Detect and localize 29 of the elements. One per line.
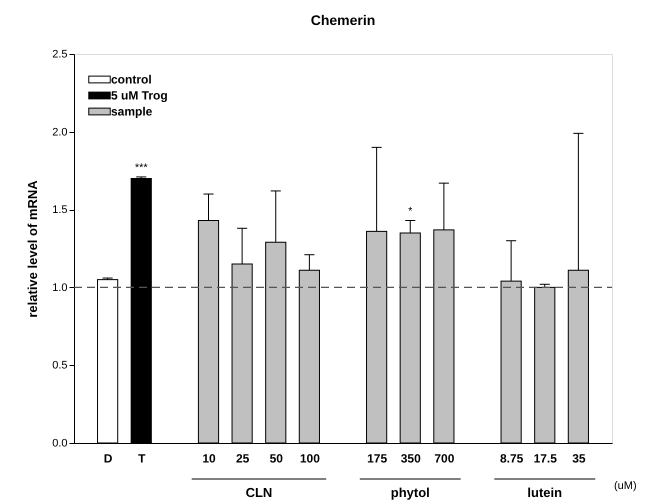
- x-tick-label: 25: [236, 452, 250, 466]
- text: lutein: [527, 485, 562, 500]
- x-tick-label: 35: [572, 452, 586, 466]
- x-tick-label: 350: [400, 452, 422, 466]
- y-tick-label: 2.5: [52, 48, 68, 60]
- x-tick-label: 10: [202, 452, 216, 466]
- chart-title: Chemerin: [310, 12, 376, 28]
- x-tick-label: T: [138, 452, 146, 466]
- legend-label: sample: [111, 104, 153, 118]
- x-tick-label: D: [104, 452, 113, 466]
- x-tick-label: 700: [434, 452, 455, 466]
- text: CLN: [246, 485, 272, 500]
- y-tick-label: 1.0: [52, 282, 68, 294]
- y-tick-label: 0.0: [52, 438, 68, 450]
- x-tick-label: 8.75: [500, 452, 524, 466]
- y-tick-label: 1.5: [52, 204, 68, 216]
- x-tick-label: 100: [300, 452, 320, 466]
- annotation: ***: [134, 162, 148, 174]
- legend-label: control: [111, 72, 152, 86]
- y-tick-label: 2.0: [52, 126, 68, 138]
- legend-label: 5 uM Trog: [111, 88, 168, 102]
- annotation: *: [408, 205, 414, 218]
- y-axis-title: relative level of mRNA: [25, 180, 40, 318]
- text: (uM): [614, 480, 637, 492]
- text: phytol: [390, 485, 430, 500]
- x-tick-label: 50: [270, 452, 284, 466]
- y-tick-label: 0.5: [52, 360, 68, 372]
- x-tick-label: 17.5: [534, 452, 558, 466]
- x-tick-label: 175: [367, 452, 388, 466]
